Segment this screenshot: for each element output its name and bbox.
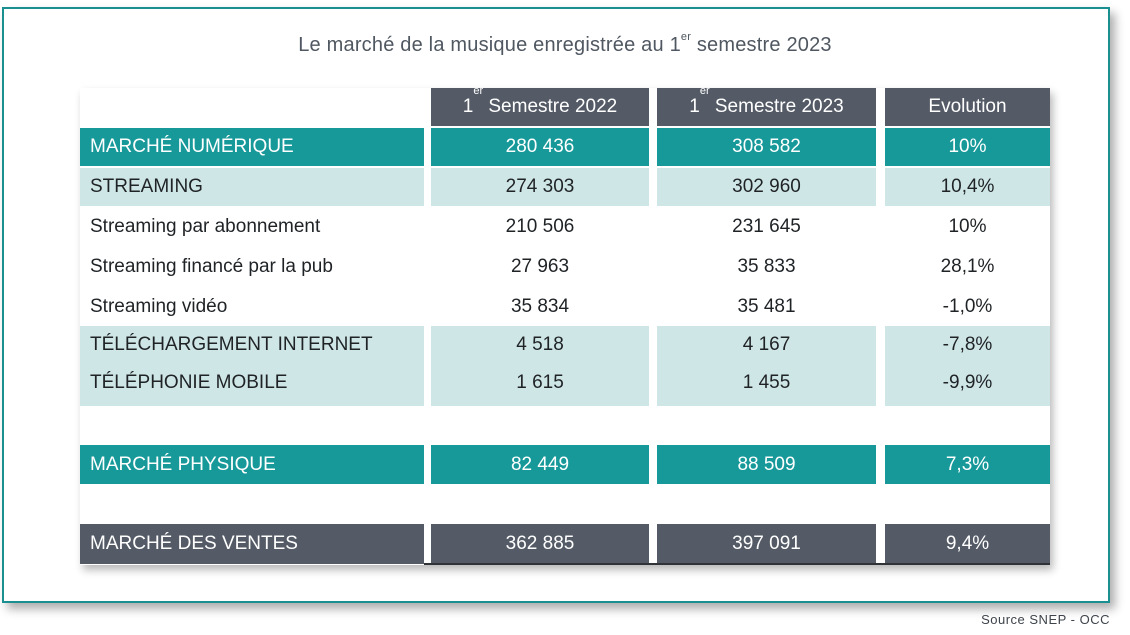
value-2022: 4 518 — [431, 326, 649, 364]
column-header-2022: 1er Semestre 2022 — [431, 86, 649, 126]
value-evolution: 7,3% — [885, 445, 1050, 484]
value-evolution: 10,4% — [885, 168, 1050, 206]
table-header-row: 1er Semestre 2022 1er Semestre 2023 Evol… — [80, 86, 1050, 126]
value-2022: 82 449 — [431, 445, 649, 484]
value-2022: 280 436 — [431, 128, 649, 166]
market-table: 1er Semestre 2022 1er Semestre 2023 Evol… — [80, 86, 1050, 565]
value-evolution: 10% — [885, 128, 1050, 166]
table-row-streaming-abonnement: Streaming par abonnement 210 506 231 645… — [80, 208, 1050, 246]
table-row-telephonie: TÉLÉPHONIE MOBILE 1 615 1 455 -9,9% — [80, 364, 1050, 406]
value-evolution: 9,4% — [885, 524, 1050, 564]
value-2022: 35 834 — [431, 288, 649, 326]
value-evolution: 28,1% — [885, 248, 1050, 286]
value-2022: 210 506 — [431, 208, 649, 246]
value-evolution: 10% — [885, 208, 1050, 246]
source-credit: Source SNEP - OCC — [981, 612, 1110, 627]
row-label: STREAMING — [80, 168, 424, 206]
table-row-telechargement: TÉLÉCHARGEMENT INTERNET 4 518 4 167 -7,8… — [80, 326, 1050, 364]
value-2023: 88 509 — [657, 445, 876, 484]
row-label: MARCHÉ PHYSIQUE — [80, 445, 424, 484]
row-label: Streaming par abonnement — [80, 208, 424, 246]
value-2022: 27 963 — [431, 248, 649, 286]
value-2023: 35 481 — [657, 288, 876, 326]
value-evolution: -9,9% — [885, 364, 1050, 406]
table-row-marche-physique: MARCHÉ PHYSIQUE 82 449 88 509 7,3% — [80, 445, 1050, 484]
table-row-streaming-video: Streaming vidéo 35 834 35 481 -1,0% — [80, 288, 1050, 326]
value-evolution: -1,0% — [885, 288, 1050, 326]
value-2023: 302 960 — [657, 168, 876, 206]
row-label: TÉLÉCHARGEMENT INTERNET — [80, 326, 424, 364]
row-label: TÉLÉPHONIE MOBILE — [80, 364, 424, 406]
value-2022: 1 615 — [431, 364, 649, 406]
column-header-evolution: Evolution — [885, 88, 1050, 126]
value-2022: 274 303 — [431, 168, 649, 206]
value-evolution: -7,8% — [885, 326, 1050, 364]
table-row-streaming: STREAMING 274 303 302 960 10,4% — [80, 168, 1050, 206]
row-label: Streaming vidéo — [80, 288, 424, 326]
table-row-marche-numerique: MARCHÉ NUMÉRIQUE 280 436 308 582 10% — [80, 128, 1050, 166]
value-2023: 1 455 — [657, 364, 876, 406]
value-2023: 4 167 — [657, 326, 876, 364]
row-label: MARCHÉ DES VENTES — [80, 524, 424, 564]
row-label: Streaming financé par la pub — [80, 248, 424, 286]
value-2023: 35 833 — [657, 248, 876, 286]
table-bottom-rule — [424, 563, 1050, 565]
value-2022: 362 885 — [431, 524, 649, 564]
value-2023: 231 645 — [657, 208, 876, 246]
header-blank-cell — [80, 88, 424, 126]
page-title: Le marché de la musique enregistrée au 1… — [298, 31, 832, 57]
value-2023: 308 582 — [657, 128, 876, 166]
table-row-marche-ventes: MARCHÉ DES VENTES 362 885 397 091 9,4% — [80, 524, 1050, 564]
row-label: MARCHÉ NUMÉRIQUE — [80, 128, 424, 166]
value-2023: 397 091 — [657, 524, 876, 564]
table-row-streaming-pub: Streaming financé par la pub 27 963 35 8… — [80, 248, 1050, 286]
column-header-2023: 1er Semestre 2023 — [657, 86, 876, 126]
